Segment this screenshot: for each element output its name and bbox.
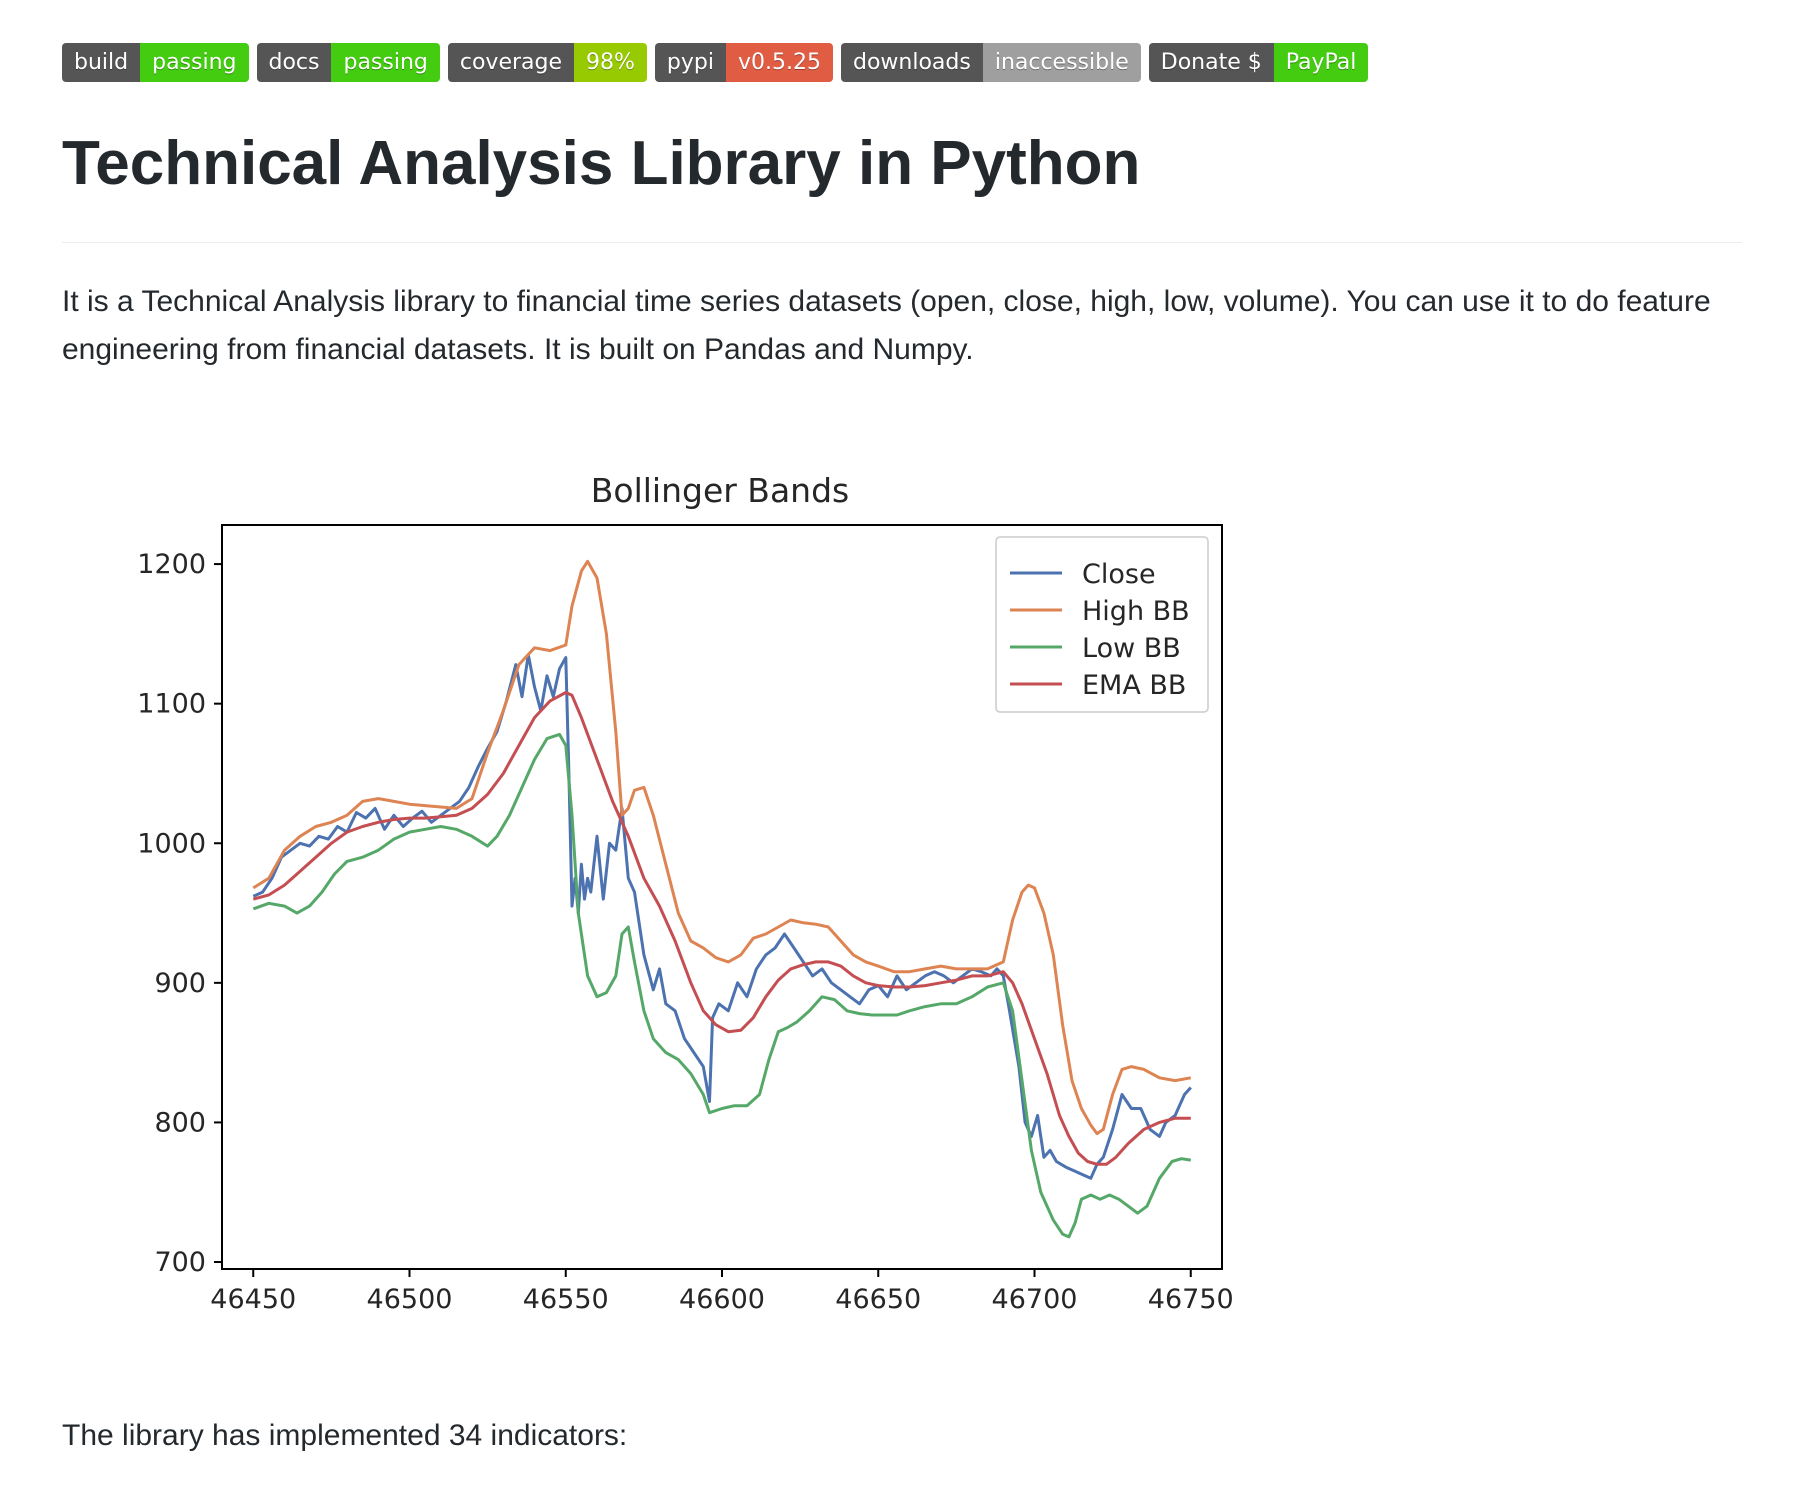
badge-label: coverage [447,43,575,82]
y-tick-label: 800 [154,1107,206,1138]
x-tick-label: 46450 [210,1284,296,1315]
badge-value: v0.5.25 [725,43,833,82]
page-description: It is a Technical Analysis library to fi… [62,285,1711,366]
badge-row: build passing docs passing coverage 98% … [62,43,1376,82]
badge-label: docs [256,43,332,82]
title-divider [62,242,1742,243]
x-tick-label: 46500 [367,1284,453,1315]
x-tick-label: 46650 [835,1284,921,1315]
series-line-ema-bb [252,691,1191,1166]
badge-label: pypi [654,43,726,82]
legend-label-low-bb: Low BB [1082,633,1181,664]
legend-label-ema-bb: EMA BB [1082,670,1186,701]
badge-value: inaccessible [982,43,1141,82]
legend-label-high-bb: High BB [1082,596,1190,627]
downloads-badge[interactable]: downloads inaccessible [840,43,1141,82]
x-tick-label: 46700 [992,1284,1078,1315]
pypi-badge[interactable]: pypi v0.5.25 [654,43,833,82]
badge-value: passing [331,43,440,82]
series-line-high-bb [252,559,1192,1136]
indicator-count-text: The library has implemented 34 indicator… [62,1419,628,1452]
legend: Close High BB Low BB EMA BB [995,536,1209,713]
chart-svg: Bollinger Bands 46450 46500 46550 46600 4665… [137,471,1233,1315]
chart-title: Bollinger Bands [591,471,849,510]
badge-value: PayPal [1273,43,1369,82]
legend-box [995,536,1209,713]
series-line-low-bb [252,732,1192,1239]
page-title: Technical Analysis Library in Python [62,129,1141,198]
axis-ticks: 46450 46500 46550 46600 46650 46700 46750 700 80… [137,549,1233,1315]
badge-label: Donate $ [1148,43,1274,82]
series-lines [252,559,1192,1239]
legend-label-close: Close [1082,559,1156,590]
y-tick-label: 900 [154,968,206,999]
bollinger-bands-chart: Bollinger Bands 46450 46500 46550 46600 4665… [100,455,1240,1335]
badge-value: passing [140,43,249,82]
x-tick-label: 46750 [1148,1284,1234,1315]
x-tick-label: 46600 [679,1284,765,1315]
donate-badge[interactable]: Donate $ PayPal [1148,43,1369,82]
y-tick-label: 700 [154,1247,206,1278]
y-tick-label: 1100 [137,689,206,720]
series-line-close [252,653,1192,1180]
coverage-badge[interactable]: coverage 98% [447,43,647,82]
docs-badge[interactable]: docs passing [256,43,440,82]
y-tick-label: 1000 [137,828,206,859]
build-badge[interactable]: build passing [62,43,249,82]
badge-label: build [62,43,141,82]
badge-value: 98% [574,43,647,82]
y-tick-label: 1200 [137,549,206,580]
badge-label: downloads [840,43,983,82]
x-tick-label: 46550 [523,1284,609,1315]
